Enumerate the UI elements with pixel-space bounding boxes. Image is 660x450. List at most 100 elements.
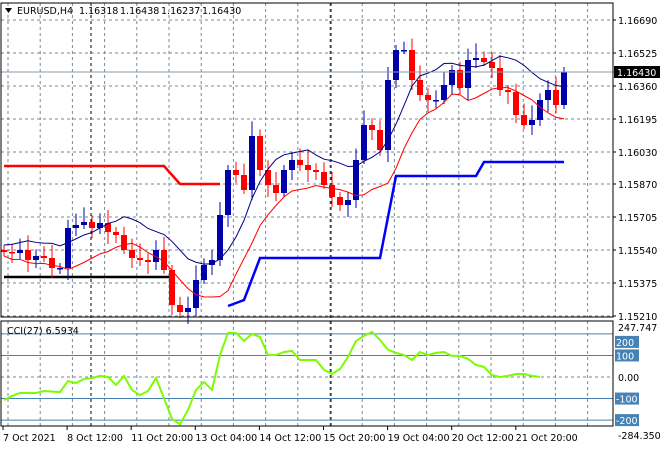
cci-level-badge — [615, 414, 639, 427]
time-label: 14 Oct 12:00 — [259, 433, 321, 444]
candle — [393, 45, 399, 88]
candle-body — [25, 250, 31, 260]
candle-body — [89, 222, 95, 228]
candle-body — [81, 222, 87, 225]
candle-body — [153, 250, 159, 262]
candle — [337, 192, 343, 211]
candle — [529, 105, 535, 135]
candle — [313, 163, 319, 180]
candle — [257, 129, 263, 176]
price-tick-label: 1.16195 — [618, 115, 657, 126]
price-tick-label: 1.16525 — [618, 49, 657, 60]
candle-body — [425, 95, 431, 100]
candle-body — [233, 170, 239, 175]
cci-level-label: -200 — [616, 416, 638, 427]
candle — [233, 161, 239, 183]
candle-body — [305, 165, 311, 170]
candle-body — [497, 68, 503, 90]
price-tick-label: 1.16690 — [618, 16, 657, 27]
candle — [89, 215, 95, 238]
candle — [265, 160, 271, 197]
time-label: 7 Oct 2021 — [3, 433, 56, 444]
candle-body — [465, 60, 471, 88]
cci-label: CCI(27) 6.5934 — [7, 326, 79, 337]
candle — [369, 118, 375, 140]
candle-body — [345, 200, 351, 205]
candle — [409, 38, 415, 90]
candle — [9, 243, 15, 263]
price-tick-label: 1.15210 — [618, 312, 657, 323]
candle — [33, 249, 39, 268]
price-tick-label: 1.16360 — [618, 82, 657, 93]
candle — [185, 296, 191, 324]
candle — [209, 250, 215, 275]
time-label: 15 Oct 20:00 — [324, 433, 386, 444]
candle-body — [297, 160, 303, 165]
candle — [497, 55, 503, 96]
candle — [465, 48, 471, 100]
candle-body — [561, 72, 567, 105]
candle-body — [9, 252, 15, 254]
candle — [345, 191, 351, 217]
candle — [169, 265, 175, 315]
candle-body — [553, 90, 559, 105]
candle-body — [241, 175, 247, 190]
candle-body — [545, 90, 551, 100]
candle — [513, 83, 519, 123]
price-tick-label: 1.15870 — [618, 180, 657, 191]
candle-body — [265, 170, 271, 185]
candle-body — [185, 308, 191, 312]
candle — [193, 265, 199, 316]
candle-body — [97, 223, 103, 228]
cci-level-label: 100 — [616, 351, 634, 362]
candle — [449, 65, 455, 95]
candle — [545, 80, 551, 112]
candle-body — [289, 160, 295, 170]
candle — [161, 237, 167, 274]
cci-max-label: 247.747 — [618, 323, 657, 334]
trailing-stop-line — [227, 160, 564, 308]
ohlc-value: 1.16237 — [161, 6, 200, 17]
candle-body — [209, 260, 215, 265]
candle — [417, 65, 423, 101]
candle-body — [17, 250, 23, 253]
candle-body — [273, 185, 279, 193]
candle — [305, 150, 311, 182]
candle-body — [281, 170, 287, 193]
candle — [329, 172, 335, 207]
candle-body — [57, 268, 63, 270]
ohlc-value: 1.16318 — [79, 6, 118, 17]
candle-body — [401, 50, 407, 52]
cci-level-label: 200 — [616, 338, 634, 349]
candle-body — [201, 265, 207, 280]
cci-level-label: 0.00 — [618, 373, 639, 384]
candle — [273, 172, 279, 201]
candle — [377, 120, 383, 156]
candle-body — [313, 170, 319, 172]
candle-body — [385, 80, 391, 150]
candle — [25, 235, 31, 272]
candle-body — [129, 250, 135, 258]
candle-body — [537, 100, 543, 120]
current-price-label: 1.16430 — [617, 68, 656, 79]
candle-body — [417, 80, 423, 95]
candle — [401, 41, 407, 54]
candle — [57, 263, 63, 274]
candle — [73, 213, 79, 236]
ohlc-value: 1.16430 — [202, 6, 241, 17]
candle-body — [169, 270, 175, 305]
candle-body — [353, 160, 359, 200]
candle-body — [521, 115, 527, 125]
ohlc-value: 1.16438 — [120, 6, 159, 17]
candle-body — [105, 223, 111, 232]
candle-body — [1, 250, 7, 252]
candle-body — [473, 58, 479, 60]
candle — [297, 148, 303, 171]
time-label: 11 Oct 20:00 — [131, 433, 193, 444]
channel-line-upper — [4, 164, 220, 186]
candle-body — [177, 305, 183, 312]
moving-average-lower — [3, 87, 565, 298]
symbol-label: EURUSD,H4 — [17, 6, 73, 17]
cci-level-label: -100 — [616, 395, 638, 406]
